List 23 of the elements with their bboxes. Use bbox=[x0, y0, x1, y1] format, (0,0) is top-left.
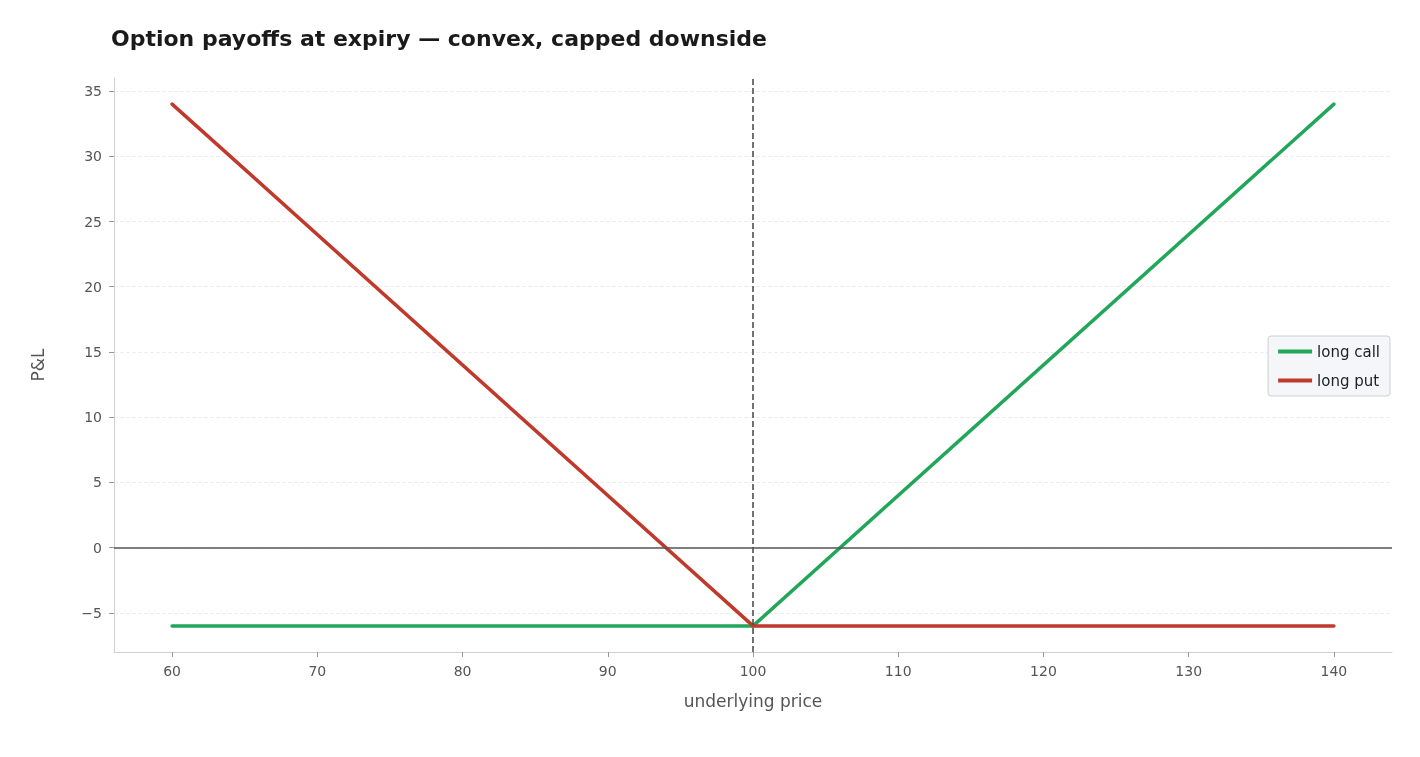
y-tick-label: 10 bbox=[84, 409, 102, 426]
y-tick-label: 0 bbox=[93, 539, 102, 556]
x-tick-label: 120 bbox=[1030, 663, 1057, 679]
y-tick-label: 20 bbox=[84, 278, 102, 295]
y-tick-label: 5 bbox=[93, 474, 102, 491]
x-tick-label: 100 bbox=[739, 663, 767, 679]
legend-label: long put bbox=[1317, 371, 1380, 390]
x-tick-label: 60 bbox=[163, 663, 181, 679]
y-tick-label: 15 bbox=[84, 343, 102, 360]
y-tick-label: 25 bbox=[84, 213, 102, 230]
y-tick-label: −5 bbox=[81, 604, 102, 621]
chart-title: Option payoffs at expiry — convex, capped downside bbox=[111, 25, 767, 51]
x-tick-label: 130 bbox=[1175, 663, 1203, 679]
x-tick-label: 110 bbox=[884, 663, 912, 679]
y-axis-title: P&L bbox=[27, 347, 48, 382]
x-tick-label: 70 bbox=[308, 663, 327, 679]
x-tick-label: 90 bbox=[598, 663, 617, 679]
y-tick-label: 30 bbox=[84, 148, 102, 165]
y-tick-label: 35 bbox=[84, 83, 102, 100]
legend-label: long call bbox=[1317, 342, 1381, 361]
x-tick-label: 140 bbox=[1320, 663, 1348, 679]
x-tick-label: 80 bbox=[453, 663, 472, 679]
x-axis-title: underlying price bbox=[683, 690, 823, 711]
